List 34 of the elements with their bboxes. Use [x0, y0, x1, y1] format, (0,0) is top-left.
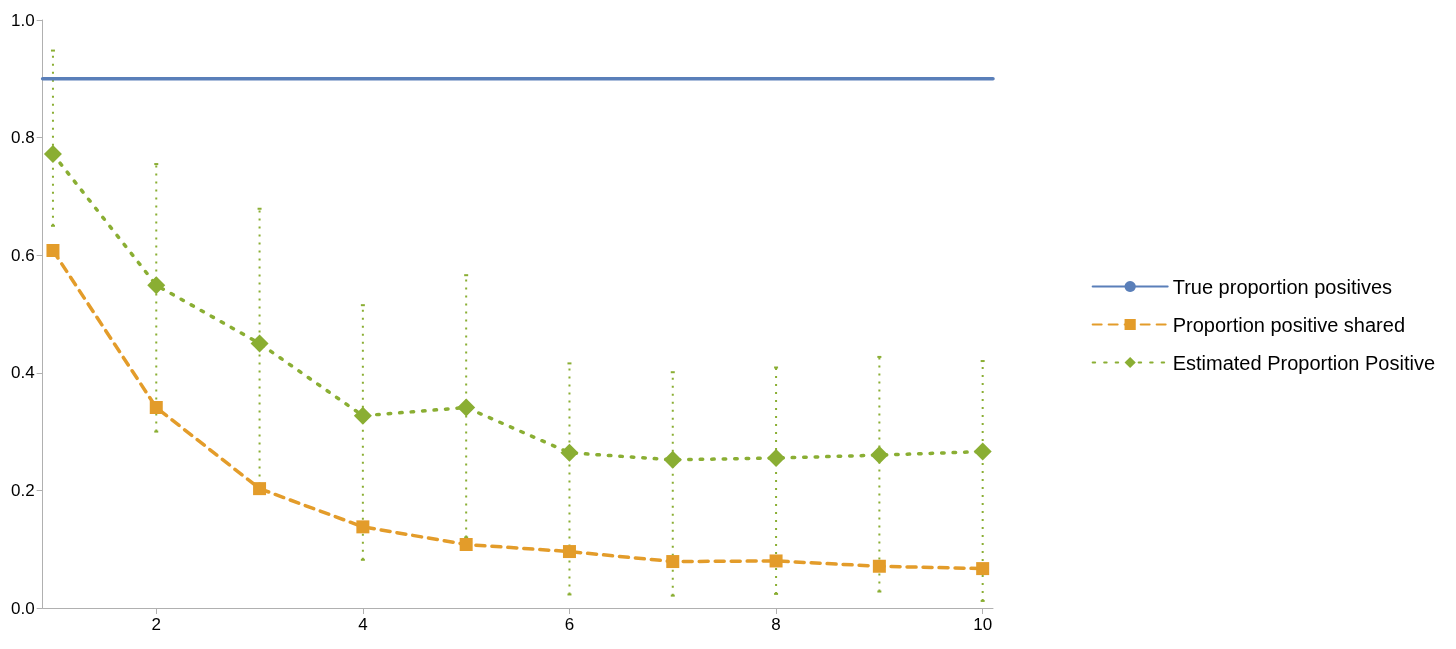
point [43, 145, 62, 164]
point [666, 555, 680, 569]
y-tick-label: 0.8 [10, 128, 35, 148]
point [149, 400, 163, 414]
point [353, 406, 372, 425]
point [46, 244, 60, 257]
y-tick-label: 0.4 [10, 363, 35, 383]
point [147, 276, 166, 295]
legend-label: True proportion positives [1172, 275, 1393, 298]
y-tick-label: 0.2 [10, 480, 35, 500]
x-tick-label: 8 [771, 615, 781, 634]
point [973, 442, 992, 461]
point [769, 554, 783, 568]
x-tick-label: 10 [973, 615, 993, 634]
legend-label: Proportion positive shared [1172, 313, 1406, 336]
point [663, 450, 682, 469]
point [457, 398, 476, 417]
point [459, 538, 473, 551]
point [562, 545, 576, 559]
legend-label: Estimated Proportion Positive [1172, 351, 1435, 374]
point [560, 443, 579, 462]
x-tick-label: 2 [151, 615, 161, 634]
point [870, 446, 889, 465]
point [250, 334, 269, 353]
point [976, 562, 990, 576]
y-tick-label: 0.6 [10, 245, 35, 265]
y-tick-label: 0.0 [10, 598, 35, 618]
x-tick-label: 4 [358, 615, 368, 634]
x-tick-label: 6 [564, 615, 575, 634]
point [872, 559, 886, 573]
point [253, 482, 267, 496]
point [767, 449, 786, 468]
y-tick-label: 1.0 [10, 10, 35, 30]
point [356, 520, 370, 534]
